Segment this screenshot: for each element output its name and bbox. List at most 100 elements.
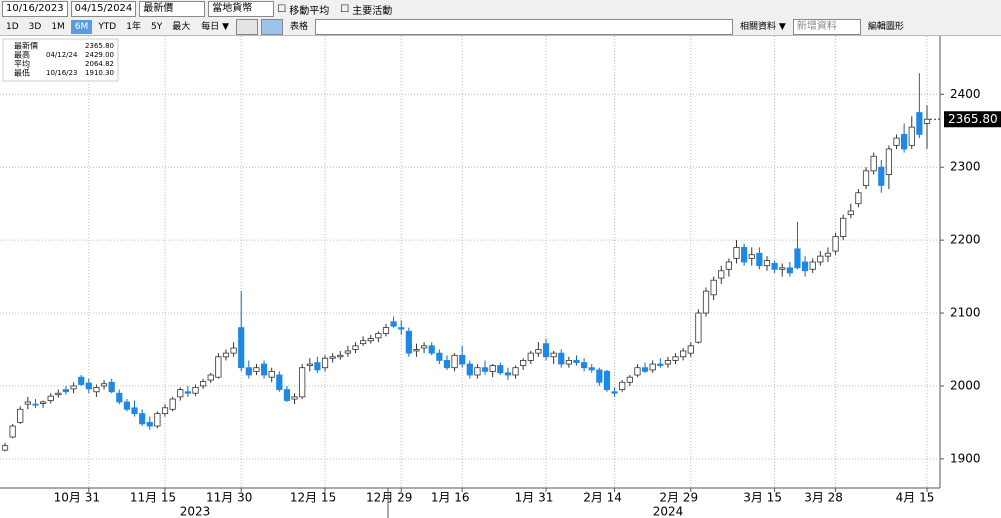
candle-body: [390, 321, 397, 327]
candle-body: [161, 407, 169, 415]
range-button[interactable]: 1D: [6, 21, 19, 32]
candle-body: [779, 267, 786, 270]
currency-select[interactable]: 當地貨幣: [208, 1, 275, 17]
edit-button[interactable]: 編輯圖形: [867, 21, 904, 32]
moving-avg[interactable]: 移動平均: [289, 5, 330, 17]
y-tick-label: 2100: [950, 306, 981, 320]
candle-body: [459, 354, 466, 365]
toolbar-bottom: 1D 3D 1M 6M YTD 1年 5Y 最大 每日 ▼ 表格 相關資料 ▼ 新增資料 編輯…: [0, 18, 1001, 36]
candle-body: [664, 360, 672, 365]
y-tick-label: 2300: [950, 160, 981, 174]
candle-body: [405, 330, 412, 354]
candle-body: [474, 367, 481, 376]
candle-body: [923, 118, 931, 124]
candle-body: [908, 126, 915, 146]
candle-body: [710, 279, 717, 296]
candle-body: [291, 396, 298, 400]
candle-body: [78, 376, 85, 385]
x-tick-label: 11月 30: [206, 491, 252, 505]
candle-body: [367, 338, 374, 342]
legend-value: 2365.80: [85, 42, 114, 50]
candle-body: [542, 343, 550, 358]
tool[interactable]: [236, 18, 259, 35]
candle-body: [916, 112, 923, 135]
candle-body: [70, 385, 77, 390]
candle-body: [337, 354, 344, 358]
candle-body: [123, 401, 131, 410]
candle-body: [885, 148, 893, 175]
table-button[interactable]: 表格: [290, 21, 309, 32]
checkbox[interactable]: ☐: [277, 3, 287, 15]
candle-body: [443, 360, 451, 369]
events[interactable]: 主要活動: [352, 5, 393, 17]
candle-body: [192, 386, 199, 394]
y-tick-label: 2400: [950, 87, 981, 101]
x-tick-label: 4月 15: [896, 491, 935, 505]
range-button[interactable]: YTD: [98, 21, 117, 32]
candle-body: [306, 363, 313, 366]
candle-body: [672, 356, 679, 361]
candle-body: [565, 360, 572, 365]
candle-body: [85, 382, 92, 390]
candle-body: [763, 260, 771, 267]
candle-body: [893, 137, 900, 146]
candle-body: [420, 345, 428, 349]
candle-body: [535, 349, 542, 354]
candle-body: [9, 425, 16, 438]
candle-body: [283, 389, 291, 401]
start-date[interactable]: 10/16/2023: [2, 1, 68, 17]
y-tick-label: 2200: [950, 233, 981, 247]
legend-date: 10/16/23: [46, 69, 77, 77]
candle-body: [466, 363, 473, 376]
range-button[interactable]: 3D: [28, 21, 42, 32]
candle-body: [39, 401, 47, 404]
range-button[interactable]: 6M: [70, 19, 93, 34]
candle-body: [47, 395, 54, 401]
candle-body: [497, 365, 504, 374]
candle-body: [847, 210, 854, 216]
candle-body: [329, 356, 336, 359]
period-select[interactable]: 每日 ▼: [201, 21, 230, 32]
last-price-label: 2365.80: [948, 112, 998, 126]
y-tick-label: 2000: [950, 378, 981, 392]
candle-body: [481, 367, 489, 372]
candle-body: [573, 360, 580, 364]
candle-body: [382, 327, 390, 334]
add-data[interactable]: 新增資料: [792, 18, 861, 35]
range-button[interactable]: 最大: [172, 21, 191, 32]
candle-body: [268, 370, 275, 378]
candle-body: [314, 362, 321, 371]
candle-body: [840, 217, 847, 237]
candle-body: [55, 392, 62, 396]
candle-body: [588, 367, 595, 371]
candle-body: [177, 389, 184, 398]
end-date[interactable]: 04/15/2024: [70, 1, 137, 17]
candle-body: [832, 236, 839, 252]
search[interactable]: [315, 18, 734, 35]
candle-body: [596, 369, 603, 383]
legend-name: 平均: [14, 59, 30, 69]
x-tick-label: 1月 16: [431, 491, 470, 505]
candle-body: [451, 354, 458, 369]
candle-body: [146, 421, 153, 427]
candle-body: [687, 345, 694, 354]
candle-body: [771, 263, 778, 270]
field-select[interactable]: 最新價: [139, 1, 206, 17]
candle-body: [634, 367, 641, 376]
candle-body: [436, 352, 443, 361]
candle-body: [321, 357, 329, 369]
range-button[interactable]: 1M: [51, 21, 65, 32]
candle-body: [245, 367, 252, 376]
range-button[interactable]: 1年: [126, 21, 141, 32]
range-button[interactable]: 5Y: [150, 21, 163, 32]
x-tick-label: 3月 15: [743, 491, 782, 505]
chart: 1900 2000 2100 2200 2300 2400 10月 31 11月 15 11月 …: [0, 36, 1001, 518]
candle-body: [93, 386, 100, 393]
tool[interactable]: [261, 18, 284, 35]
candle-body: [139, 413, 146, 425]
checkbox[interactable]: ☐: [340, 3, 350, 15]
candle-body: [702, 290, 710, 314]
candle-body: [299, 367, 306, 398]
related-button[interactable]: 相關資料 ▼: [740, 21, 786, 32]
